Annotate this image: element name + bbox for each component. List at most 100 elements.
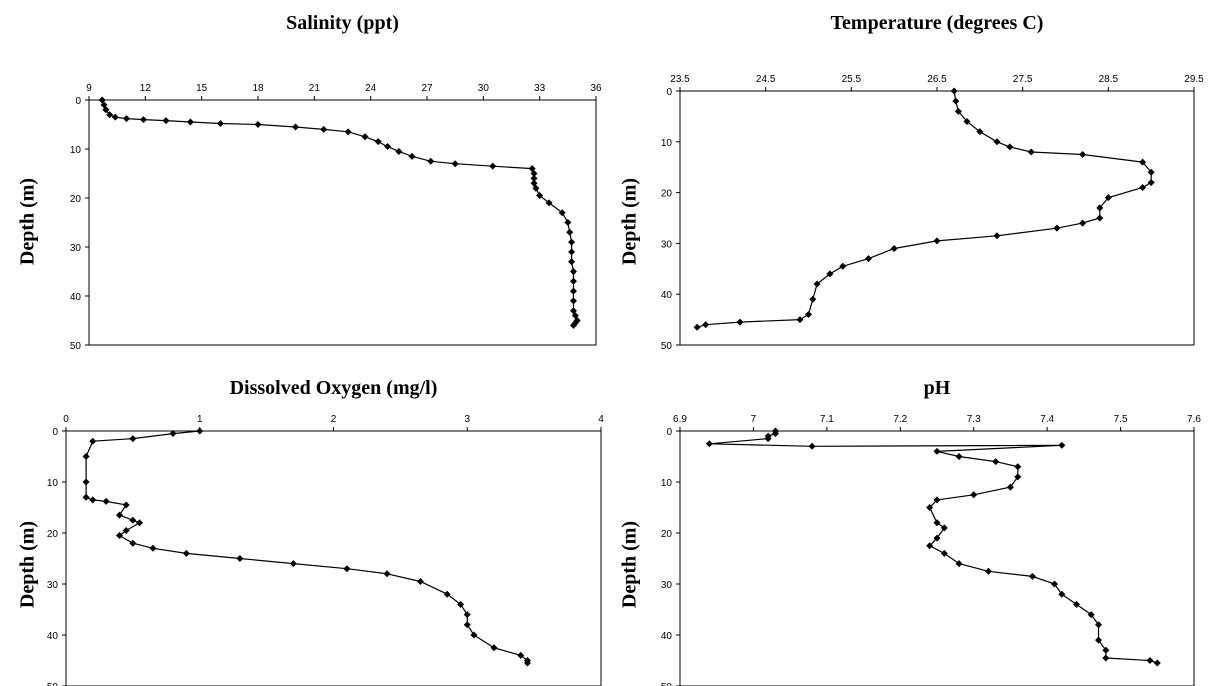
data-point: [162, 117, 170, 125]
data-point: [566, 228, 574, 236]
x-tick-label: 33: [534, 83, 546, 94]
data-point: [490, 644, 498, 652]
data-point: [926, 542, 934, 550]
data-point: [992, 458, 1000, 466]
data-point: [1087, 611, 1095, 619]
x-tick-label: 24.5: [756, 74, 776, 85]
x-tick-label: 3: [464, 414, 470, 425]
y-tick-label: 0: [666, 427, 672, 438]
plot-frame: [88, 99, 597, 346]
data-point: [106, 111, 114, 119]
data-point: [813, 280, 821, 288]
data-point: [702, 321, 710, 329]
data-point: [383, 570, 391, 578]
data-point: [149, 544, 157, 552]
x-tick-label: 18: [252, 83, 264, 94]
data-point: [457, 600, 465, 608]
y-tick-label: 20: [661, 189, 673, 200]
x-tick-label: 23.5: [670, 74, 690, 85]
data-point: [984, 567, 992, 575]
data-point: [993, 232, 1001, 240]
data-point: [933, 496, 941, 504]
y-tick-label: 10: [47, 478, 59, 489]
data-point: [408, 152, 416, 160]
plot-frame: [679, 430, 1195, 686]
data-point: [569, 297, 577, 305]
x-tick-label: 36: [590, 83, 602, 94]
salinity-chart: 9 12 15 18 21 24 27 30 33 36 0 10 20 30 40 50: [70, 83, 602, 352]
y-tick-label: 40: [70, 292, 82, 303]
x-tick-label: 21: [309, 83, 321, 94]
data-point: [1058, 441, 1066, 449]
data-point: [564, 219, 572, 226]
data-point: [129, 516, 137, 524]
y-tick-label: 30: [661, 239, 673, 250]
data-point: [1014, 463, 1022, 471]
data-point: [1027, 148, 1035, 156]
oxygen-chart-title: Dissolved Oxygen (mg/l): [229, 377, 438, 399]
data-point: [955, 560, 963, 568]
data-point: [1139, 158, 1147, 166]
data-point: [416, 577, 424, 585]
data-point: [82, 478, 90, 486]
data-point: [809, 295, 817, 303]
x-tick-label: 6.9: [673, 414, 687, 425]
x-tick-label: 1: [197, 414, 203, 425]
y-tick-label: 10: [661, 478, 673, 489]
data-point: [344, 128, 352, 136]
data-point: [136, 519, 144, 527]
data-point: [320, 125, 328, 133]
data-point: [976, 128, 984, 136]
x-tick-label: 9: [86, 83, 92, 94]
y-tick-label: 0: [52, 427, 58, 438]
data-point: [532, 184, 540, 192]
x-tick-label: 27.5: [1013, 74, 1033, 85]
data-point: [517, 651, 525, 659]
data-point: [569, 277, 577, 285]
data-point: [1095, 621, 1103, 629]
data-point: [568, 238, 576, 246]
data-point: [569, 287, 577, 295]
data-point: [796, 316, 804, 324]
data-point: [705, 440, 713, 448]
data-point: [82, 453, 90, 460]
data-point: [864, 255, 872, 263]
data-point: [1053, 224, 1061, 232]
x-tick-label: 7.5: [1114, 414, 1128, 425]
data-point: [443, 590, 451, 598]
x-tick-label: 4: [598, 414, 604, 425]
data-point: [536, 192, 544, 200]
data-point: [129, 539, 137, 547]
y-tick-label: 50: [661, 341, 673, 352]
data-point: [693, 323, 701, 331]
oxygen-chart: 0123401020304050: [47, 414, 604, 686]
data-point: [116, 511, 123, 519]
data-point: [1028, 572, 1036, 580]
y-tick-label: 20: [47, 529, 59, 540]
data-point: [1139, 184, 1147, 192]
data-point: [361, 133, 369, 141]
y-tick-label: 50: [47, 682, 59, 686]
y-tick-label: 50: [70, 341, 82, 352]
data-point: [292, 123, 300, 131]
y-tick-label: 50: [661, 682, 673, 686]
data-point: [216, 120, 224, 128]
data-point: [805, 311, 812, 319]
data-point: [954, 107, 962, 115]
data-point: [123, 115, 131, 123]
data-point: [926, 504, 934, 511]
data-point: [1102, 654, 1110, 662]
data-point: [558, 209, 566, 217]
data-point: [940, 524, 948, 532]
data-point: [196, 427, 204, 435]
data-point: [1147, 168, 1155, 176]
data-point: [89, 437, 97, 445]
y-tick-label: 40: [661, 631, 673, 642]
ph-chart-title: pH: [923, 377, 951, 399]
x-tick-label: 7.1: [820, 414, 834, 425]
temperature-chart-title: Temperature (degrees C): [830, 12, 1044, 34]
temperature-panel: Temperature (degrees C) Depth (m) 23.5 24…: [619, 12, 1205, 352]
data-point: [254, 121, 262, 128]
